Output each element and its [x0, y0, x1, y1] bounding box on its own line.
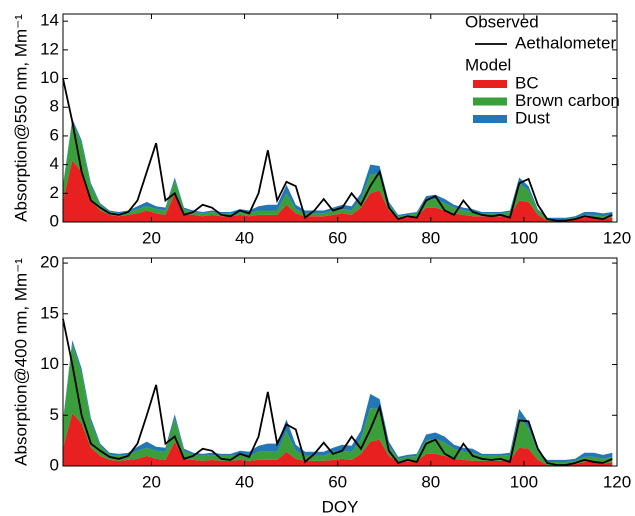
y-tick-label: 0: [50, 211, 59, 230]
x-tick-label: 100: [510, 472, 538, 491]
legend-heading: Model: [465, 55, 511, 74]
x-tick-label: 120: [603, 472, 631, 491]
y-tick-label: 8: [50, 97, 59, 116]
legend-swatch: [473, 115, 507, 123]
x-tick-label: 80: [421, 472, 440, 491]
x-tick-label: 80: [421, 228, 440, 247]
y-axis-label: Absorption@400 nm, Mm⁻¹: [11, 258, 30, 466]
legend-label: Dust: [515, 108, 550, 127]
y-tick-label: 2: [50, 183, 59, 202]
observed-line: [62, 318, 613, 466]
legend-swatch: [473, 97, 507, 106]
y-tick-label: 10: [40, 354, 59, 373]
y-tick-label: 0: [50, 455, 59, 474]
y-axis-label: Absorption@550 nm, Mm⁻¹: [11, 14, 30, 222]
x-tick-label: 100: [510, 228, 538, 247]
observed-line: [62, 78, 613, 222]
x-tick-label: 40: [235, 228, 254, 247]
y-tick-label: 6: [50, 125, 59, 144]
y-tick-label: 15: [40, 303, 59, 322]
legend-label: Brown carbon: [515, 91, 620, 110]
y-tick-label: 10: [40, 68, 59, 87]
plot-frame: [62, 13, 618, 223]
x-axis-label: DOY: [322, 497, 359, 516]
y-tick-label: 4: [50, 154, 59, 173]
y-tick-label: 5: [50, 405, 59, 424]
plot-frame: [62, 257, 618, 467]
y-tick-label: 14: [40, 11, 59, 30]
x-tick-label: 20: [142, 228, 161, 247]
x-tick-label: 40: [235, 472, 254, 491]
legend-label: BC: [515, 73, 539, 92]
y-tick-label: 20: [40, 253, 59, 272]
legend-label: Aethalometer: [515, 33, 616, 52]
legend-swatch: [473, 80, 507, 88]
x-tick-label: 60: [328, 472, 347, 491]
y-tick-label: 12: [40, 39, 59, 58]
x-tick-label: 60: [328, 228, 347, 247]
legend-heading: Observed: [465, 12, 539, 31]
x-tick-label: 120: [603, 228, 631, 247]
x-tick-label: 20: [142, 472, 161, 491]
